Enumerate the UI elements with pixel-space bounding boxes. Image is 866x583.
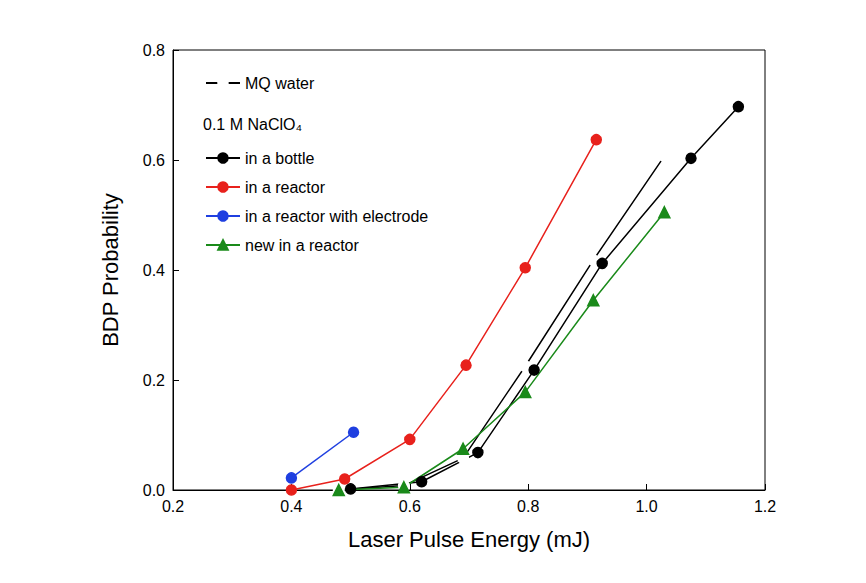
svg-text:0.8: 0.8 [517,498,539,515]
svg-text:0.8: 0.8 [143,42,165,59]
svg-text:BDP Probability: BDP Probability [98,193,123,347]
svg-text:Laser Pulse Energy (mJ): Laser Pulse Energy (mJ) [348,527,590,552]
svg-text:0.6: 0.6 [399,498,421,515]
svg-text:in a reactor: in a reactor [245,179,326,196]
svg-text:0.2: 0.2 [162,498,184,515]
svg-text:1.0: 1.0 [635,498,657,515]
svg-text:1.2: 1.2 [754,498,776,515]
svg-text:0.2: 0.2 [143,372,165,389]
svg-text:0.0: 0.0 [143,482,165,499]
svg-text:in a bottle: in a bottle [245,150,314,167]
svg-text:0.4: 0.4 [280,498,302,515]
svg-text:in a reactor with electrode: in a reactor with electrode [245,208,428,225]
svg-text:MQ water: MQ water [245,75,315,92]
svg-text:0.6: 0.6 [143,152,165,169]
svg-text:new in a reactor: new in a reactor [245,237,360,254]
svg-text:0.1 M NaClO₄: 0.1 M NaClO₄ [203,116,302,133]
svg-text:0.4: 0.4 [143,262,165,279]
